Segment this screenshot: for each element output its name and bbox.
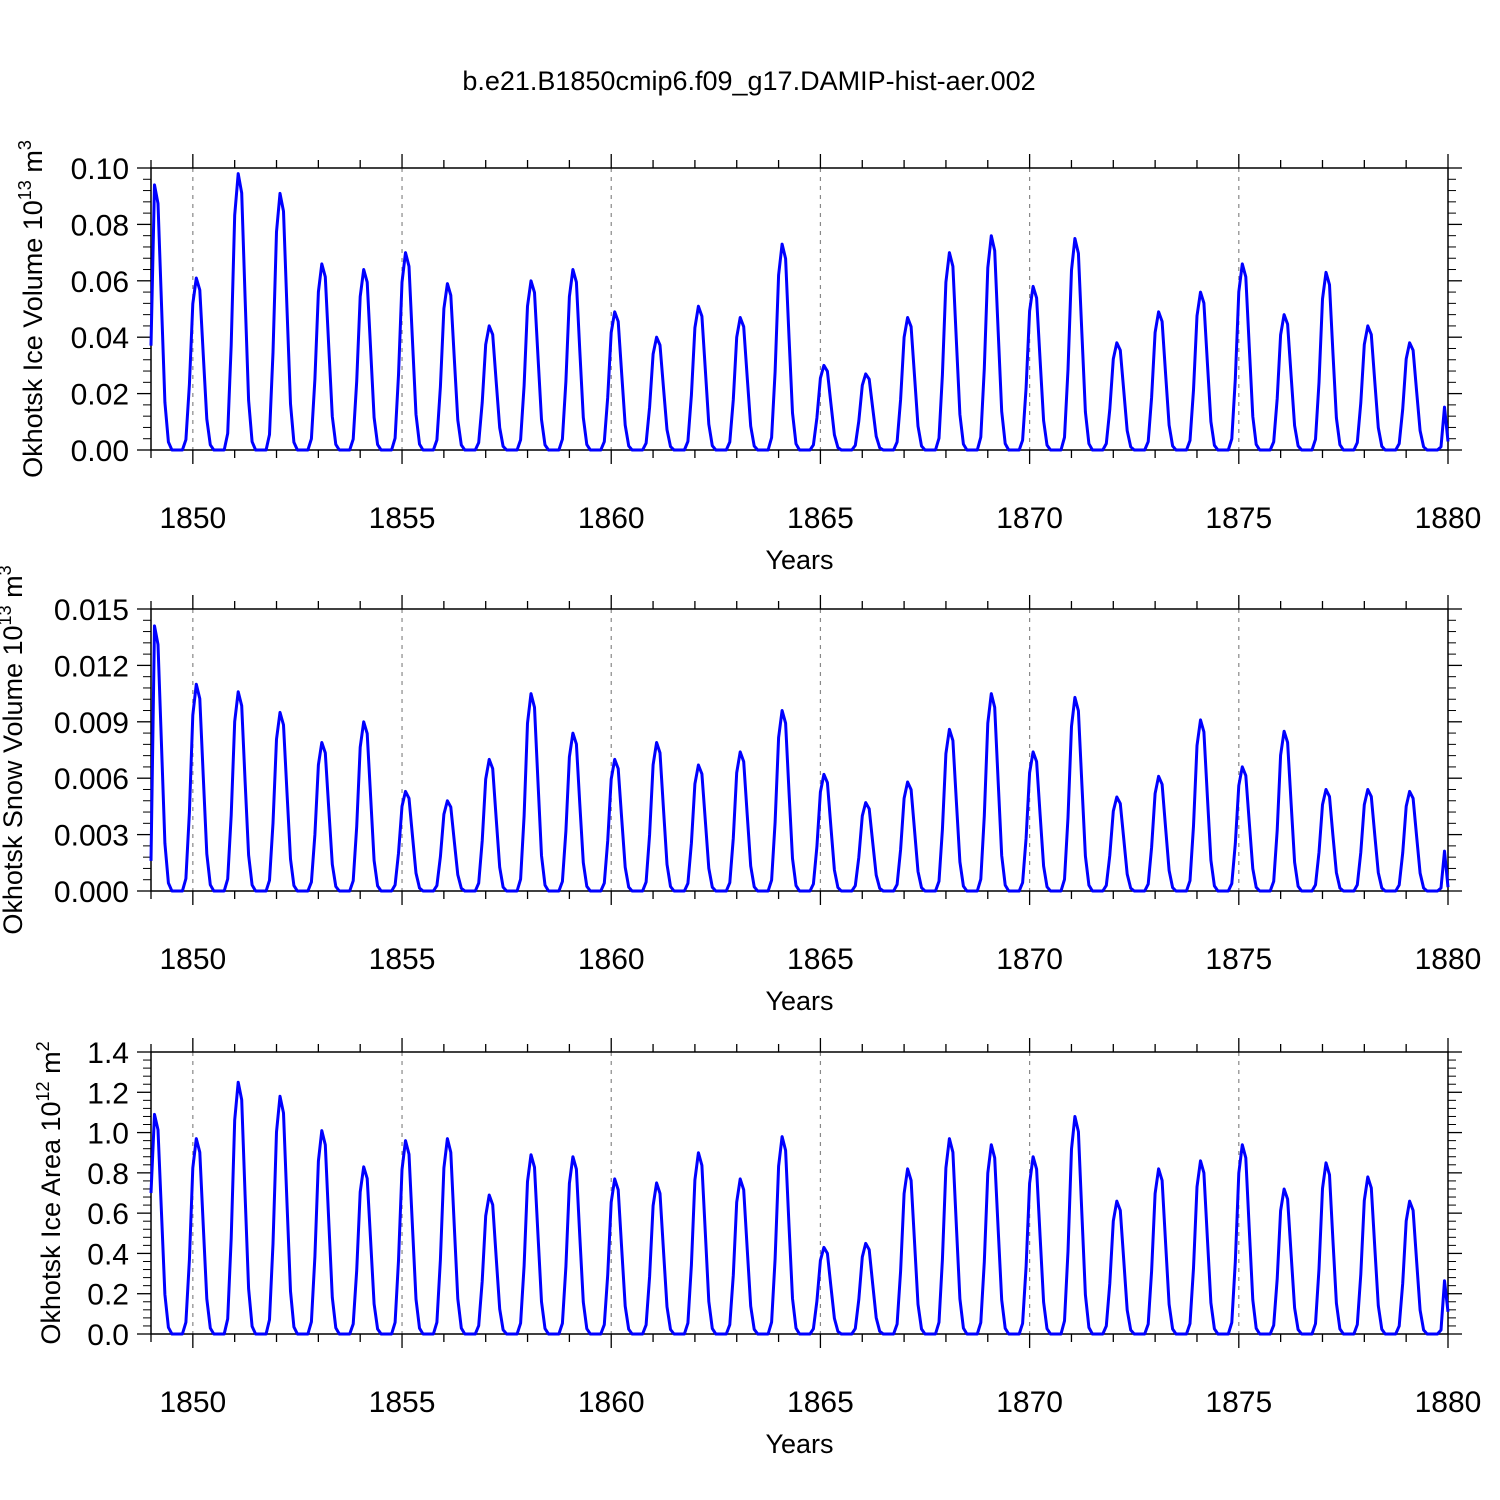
ice-area-ytick-label: 1.4 [87,1037,129,1070]
snow-volume-ytick-label: 0.009 [54,707,129,740]
snow-volume-plot-frame [150,608,1449,892]
ice-volume-panel: 0.00 0.02 0.04 0.06 0.08 0.10 1850 1855 1860 1865… [15,140,1481,575]
snow-volume-ylabel: Okhotsk Snow Volume 1013 m3 [0,565,28,934]
snow-volume-xtick-label: 1860 [578,943,645,976]
snow-volume-ytick-label: 0.003 [54,820,129,853]
ice-area-series-line [149,1080,1450,1336]
snow-volume-ytick-label: 0.015 [54,594,129,627]
ice-area-ytick-label: 1.2 [87,1077,129,1110]
ice-volume-ytick-label: 0.02 [71,379,129,412]
snow-volume-xtick-label: 1855 [369,943,436,976]
ice-volume-series-line [149,172,1450,452]
snow-volume-xtick-label: 1865 [787,943,854,976]
snow-volume-ytick-label: 0.012 [54,650,129,683]
ice-area-xlabel: Years [765,1429,833,1459]
ice-volume-xtick-label: 1860 [578,502,645,535]
ice-area-ytick-label: 0.6 [87,1198,129,1231]
ice-area-xtick-label: 1875 [1205,1386,1272,1419]
ice-area-panel: 0.0 0.2 0.4 0.6 0.8 1.0 1.2 1.4 1850 1855 1860 1865… [33,1037,1481,1459]
ice-area-ylabel: Okhotsk Ice Area 1012 m2 [33,1041,66,1344]
ice-area-xtick-label: 1880 [1415,1386,1482,1419]
snow-volume-xtick-label: 1870 [996,943,1063,976]
ice-volume-xtick-label: 1855 [369,502,436,535]
snow-volume-panel: 0.000 0.003 0.006 0.009 0.012 0.015 1850 1855 18… [0,565,1481,1016]
ice-volume-ytick-label: 0.04 [71,322,129,355]
ice-area-xtick-label: 1870 [996,1386,1063,1419]
ice-volume-xtick-label: 1875 [1205,502,1272,535]
ice-volume-ytick-label: 0.08 [71,209,129,242]
ice-area-ytick-label: 1.0 [87,1118,129,1151]
snow-volume-ytick-label: 0.000 [54,876,129,909]
ice-volume-xtick-label: 1870 [996,502,1063,535]
snow-volume-xtick-label: 1880 [1415,943,1482,976]
ice-area-ytick-label: 0.8 [87,1158,129,1191]
snow-volume-xtick-label: 1875 [1205,943,1272,976]
ice-area-xtick-label: 1855 [369,1386,436,1419]
ice-area-ytick-label: 0.2 [87,1279,129,1312]
snow-volume-ytick-label: 0.006 [54,763,129,796]
ice-area-ytick-label: 0.0 [87,1319,129,1352]
ice-volume-xlabel: Years [765,545,833,575]
ice-area-xtick-label: 1850 [159,1386,226,1419]
ice-volume-xtick-label: 1865 [787,502,854,535]
ice-volume-ytick-label: 0.00 [71,435,129,468]
snow-volume-series-line [149,624,1450,893]
figure-title: b.e21.B1850cmip6.f09_g17.DAMIP-hist-aer.… [462,66,1035,96]
snow-volume-xlabel: Years [765,986,833,1016]
ice-volume-xtick-label: 1850 [159,502,226,535]
ice-area-xtick-label: 1865 [787,1386,854,1419]
ice-volume-ytick-label: 0.10 [71,153,129,186]
ice-volume-ytick-label: 0.06 [71,266,129,299]
ice-area-xtick-label: 1860 [578,1386,645,1419]
ice-volume-xtick-label: 1880 [1415,502,1482,535]
ice-area-ytick-label: 0.4 [87,1238,129,1271]
snow-volume-xtick-label: 1850 [159,943,226,976]
ice-volume-ylabel: Okhotsk Ice Volume 1013 m3 [15,140,48,478]
